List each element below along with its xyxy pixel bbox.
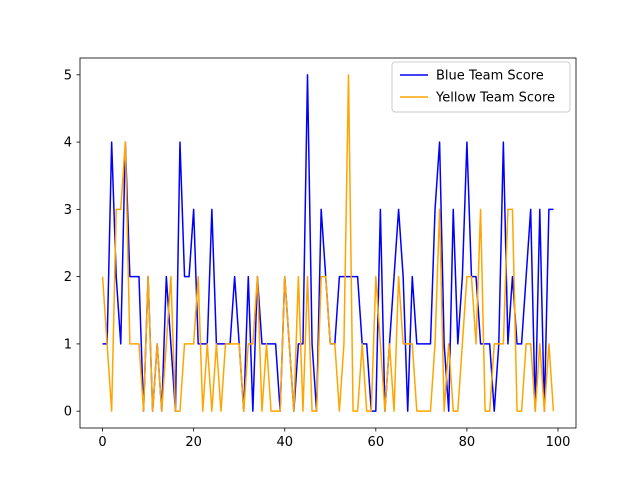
y-tick-label: 3 [64, 203, 72, 218]
axes: 0 20 40 60 80 100 0 1 2 3 4 5 [64, 57, 577, 450]
legend: Blue Team Score Yellow Team Score [391, 61, 571, 113]
y-tick-label: 1 [64, 337, 72, 352]
x-tick-label: 100 [546, 435, 571, 450]
y-tick-label: 2 [64, 270, 72, 285]
legend-box [391, 61, 571, 113]
x-tick-label: 20 [185, 435, 202, 450]
y-tick-label: 0 [64, 405, 72, 420]
axes-frame [79, 57, 577, 429]
series-lines [101, 74, 555, 412]
x-tick-label: 0 [98, 435, 106, 450]
x-tick-label: 40 [276, 435, 293, 450]
series-line-yellow-team [101, 74, 555, 412]
legend-label: Yellow Team Score [435, 91, 555, 106]
y-tick-label: 4 [64, 136, 72, 151]
x-tick-label: 80 [459, 435, 476, 450]
y-tick-label: 5 [64, 68, 72, 83]
x-tick-label: 60 [368, 435, 385, 450]
legend-label: Blue Team Score [436, 69, 544, 84]
